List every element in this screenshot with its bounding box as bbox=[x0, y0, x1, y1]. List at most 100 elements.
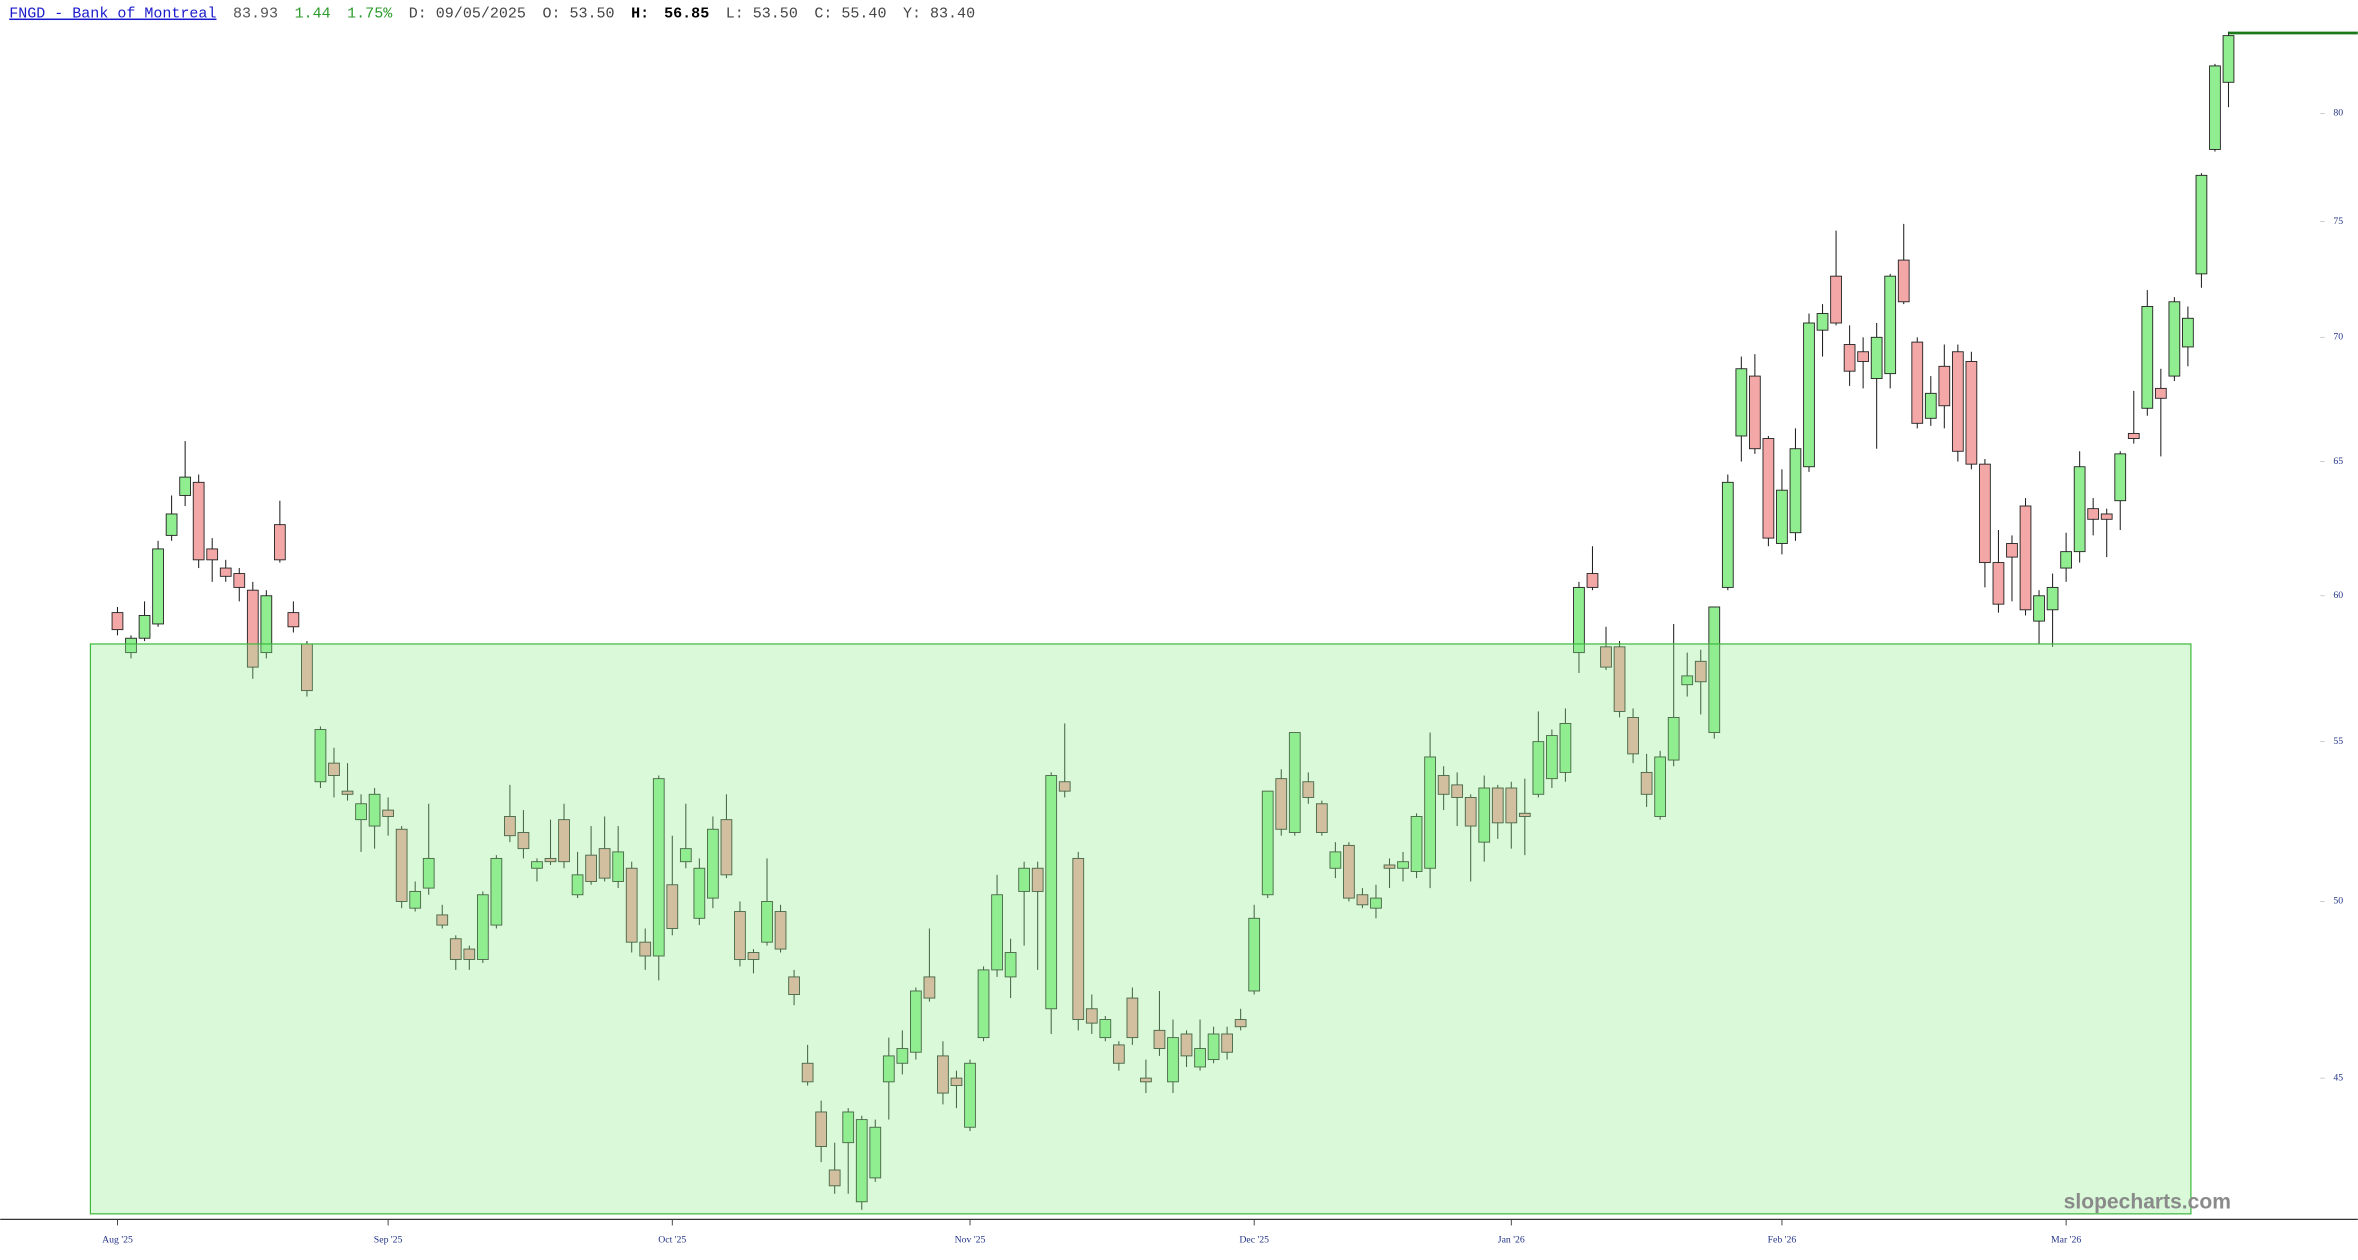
candle-body bbox=[1681, 675, 1694, 686]
candle-body bbox=[2209, 65, 2221, 150]
candle-body bbox=[449, 938, 462, 960]
low: L: 53.50 bbox=[726, 5, 798, 23]
candle-body bbox=[1343, 844, 1355, 899]
candle-body bbox=[964, 1062, 976, 1128]
candle-body bbox=[1288, 732, 1301, 833]
y-tick-label: 60 bbox=[2333, 590, 2343, 601]
candle-body bbox=[828, 1169, 841, 1187]
candle-body bbox=[923, 976, 936, 999]
candle-body bbox=[1951, 351, 1964, 452]
candle-body bbox=[1843, 344, 1856, 372]
candle-body bbox=[1437, 775, 1450, 795]
candle-body bbox=[1979, 463, 1991, 564]
candle-body bbox=[1126, 997, 1139, 1039]
candle-body bbox=[260, 595, 273, 654]
watermark: slopecharts.com bbox=[2064, 1190, 2231, 1213]
candle-body bbox=[1803, 322, 1815, 468]
candle-body bbox=[1112, 1044, 1125, 1064]
candle-body bbox=[720, 819, 733, 876]
candle-body bbox=[1816, 313, 1829, 331]
candle-body bbox=[463, 948, 476, 960]
candle-body bbox=[1992, 562, 2005, 605]
y-tick-label: 65 bbox=[2333, 456, 2343, 467]
change-pct: 1.75% bbox=[347, 5, 393, 23]
candle-body bbox=[2033, 595, 2045, 622]
candle-body bbox=[1965, 360, 1978, 465]
candle-body bbox=[1884, 275, 1897, 375]
high: 56.85 bbox=[664, 5, 709, 23]
high-label: H: bbox=[631, 5, 649, 23]
candle-body bbox=[558, 819, 570, 863]
candle-body bbox=[1546, 735, 1558, 780]
candle-body bbox=[125, 637, 137, 654]
candle-body bbox=[1694, 660, 1707, 683]
candle-body bbox=[2222, 35, 2235, 83]
candle-body bbox=[287, 612, 300, 628]
candle-body bbox=[1018, 867, 1030, 892]
support-zone bbox=[89, 643, 2192, 1215]
candle-body bbox=[1586, 573, 1599, 588]
candle-body bbox=[1356, 894, 1369, 906]
candle-body bbox=[1762, 438, 1775, 539]
candle-body bbox=[2154, 387, 2167, 399]
symbol-link[interactable]: FNGD - Bank of Montreal bbox=[9, 5, 216, 23]
y-tick-label: 50 bbox=[2333, 896, 2343, 907]
candle-body bbox=[1721, 481, 1734, 588]
candle-body bbox=[1410, 816, 1423, 872]
candle-body bbox=[165, 513, 178, 536]
candle-body bbox=[788, 976, 800, 995]
candle-body bbox=[774, 911, 787, 950]
candle-body bbox=[1518, 812, 1531, 817]
candle-body bbox=[1830, 275, 1842, 324]
candle-body bbox=[2019, 505, 2032, 611]
x-tick-label: Nov '25 bbox=[955, 1235, 986, 1246]
candle-body bbox=[436, 914, 449, 926]
candle-body bbox=[1532, 741, 1545, 795]
candle-body bbox=[368, 793, 381, 827]
candle-body bbox=[544, 857, 557, 863]
candle-body bbox=[1573, 586, 1585, 654]
candle-body bbox=[1004, 952, 1017, 978]
candle-body bbox=[1099, 1019, 1112, 1039]
candle-body bbox=[382, 809, 394, 817]
candle-body bbox=[1153, 1029, 1166, 1050]
candle-body bbox=[1897, 259, 1910, 303]
candle-body bbox=[679, 848, 692, 863]
candle-body bbox=[977, 969, 990, 1039]
candle-body bbox=[2127, 432, 2140, 439]
candle-body bbox=[1613, 646, 1626, 712]
candle-body bbox=[1870, 336, 1883, 379]
candle-body bbox=[1735, 368, 1748, 437]
candle-body bbox=[747, 952, 760, 960]
candle-body bbox=[1911, 341, 1924, 424]
candle-body bbox=[2182, 317, 2194, 348]
y-tick-label: 70 bbox=[2333, 332, 2343, 343]
candle-body bbox=[612, 851, 625, 882]
candle-body bbox=[1397, 861, 1409, 869]
candle-body bbox=[585, 854, 597, 882]
candle-body bbox=[1857, 351, 1869, 362]
candle-body bbox=[179, 476, 191, 496]
candle-body bbox=[1708, 606, 1721, 733]
header: FNGD - Bank of Montreal 83.93 1.44 1.75%… bbox=[9, 5, 975, 23]
candle-body bbox=[1194, 1048, 1206, 1068]
candle-body bbox=[409, 890, 422, 909]
candle-body bbox=[1924, 392, 1937, 419]
change: 1.44 bbox=[295, 5, 331, 23]
candle-body bbox=[869, 1126, 882, 1179]
candle-body bbox=[355, 803, 367, 821]
candle-body bbox=[1167, 1037, 1179, 1083]
candle-body bbox=[111, 612, 124, 631]
close: C: 55.40 bbox=[814, 5, 886, 23]
candle-body bbox=[1776, 489, 1788, 544]
candle-body bbox=[504, 816, 516, 837]
candle-body bbox=[1640, 771, 1653, 795]
candle-body bbox=[1275, 778, 1288, 830]
candle-body bbox=[1749, 375, 1761, 450]
candle-body bbox=[1221, 1033, 1233, 1053]
candle-body bbox=[2087, 508, 2100, 520]
x-tick-label: Jan '26 bbox=[1498, 1235, 1525, 1246]
candle-body bbox=[422, 857, 435, 889]
candle-body bbox=[1329, 851, 1342, 869]
